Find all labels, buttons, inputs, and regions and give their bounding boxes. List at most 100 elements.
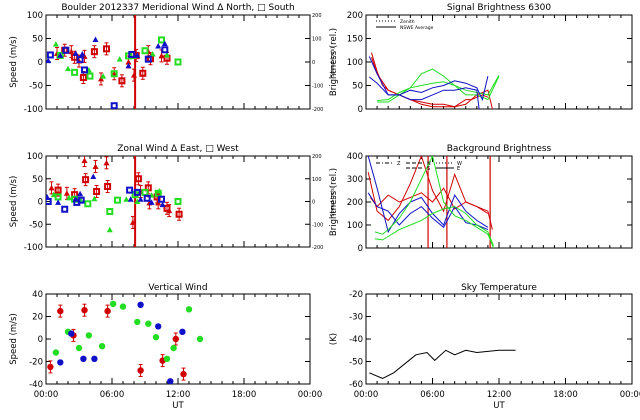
y-axis-label: Speed (m/s) bbox=[9, 313, 19, 365]
plot-area bbox=[369, 349, 516, 379]
data-point-green-square bbox=[141, 188, 149, 196]
data-point-blue-square bbox=[158, 195, 165, 203]
data-point-blue bbox=[80, 355, 87, 362]
data-point-red-triangle bbox=[131, 72, 137, 78]
data-point-green bbox=[145, 320, 152, 327]
legend-label: NSWE Average bbox=[400, 25, 434, 31]
x-tick-label: 12:00 bbox=[166, 390, 191, 400]
data-point-red bbox=[104, 307, 111, 315]
data-point-blue-square bbox=[81, 66, 88, 74]
y-tick-label: 100 bbox=[27, 11, 43, 21]
data-point-green bbox=[98, 343, 106, 350]
y-tick-label: -40 bbox=[29, 380, 43, 390]
y-tick-label-right: 100 bbox=[312, 37, 322, 43]
y-tick-label-right: 0 bbox=[312, 60, 315, 66]
data-point-red-triangle bbox=[166, 207, 173, 214]
data-point-blue bbox=[179, 328, 186, 335]
data-point-red bbox=[180, 370, 187, 378]
y-tick-label: -30 bbox=[349, 313, 363, 323]
data-point-red-triangle bbox=[92, 163, 99, 169]
x-tick-label: 00:00 bbox=[620, 390, 640, 400]
y-axis-label-right: Speed (m/s) bbox=[330, 47, 336, 77]
y-tick-label-right: -100 bbox=[312, 84, 323, 90]
data-point-blue bbox=[91, 355, 98, 362]
data-point-green-square bbox=[86, 72, 94, 80]
data-point-blue bbox=[68, 330, 75, 337]
y-tick-label: 50 bbox=[352, 82, 363, 92]
y-tick-label: 40 bbox=[32, 290, 43, 300]
data-point-green bbox=[119, 303, 127, 310]
data-point-red bbox=[172, 335, 179, 343]
y-tick-label: 0 bbox=[358, 105, 363, 115]
data-point-red-triangle bbox=[63, 190, 70, 196]
data-point-green-triangle bbox=[91, 195, 98, 202]
data-point-green bbox=[85, 332, 93, 339]
data-point-green bbox=[196, 335, 204, 343]
data-point-blue-square bbox=[133, 188, 141, 196]
chart-title: Vertical Wind bbox=[148, 283, 207, 293]
data-point-green-triangle bbox=[66, 194, 73, 201]
x-tick-label: 12:00 bbox=[487, 390, 512, 400]
data-point-red-square bbox=[54, 186, 62, 194]
y-axis-label: Speed (m/s) bbox=[9, 36, 19, 88]
data-point-green-square bbox=[141, 47, 149, 55]
data-point-red bbox=[137, 367, 144, 374]
data-point-blue-triangle bbox=[137, 196, 144, 202]
data-point-green bbox=[134, 318, 141, 326]
data-point-green-square bbox=[174, 58, 182, 66]
y-axis-label-right: Speed (m/s) bbox=[330, 186, 336, 216]
x-tick-label: 00:00 bbox=[34, 390, 59, 400]
data-point-blue-square bbox=[143, 194, 151, 202]
y-tick-label: 0 bbox=[38, 335, 43, 345]
data-point-green bbox=[75, 344, 83, 352]
data-point-green bbox=[185, 306, 193, 313]
y-tick-label-right: 0 bbox=[312, 200, 315, 206]
data-point-green-square bbox=[158, 36, 165, 44]
plot-area bbox=[368, 52, 500, 109]
data-point-red-triangle bbox=[48, 184, 55, 191]
data-point-blue-square bbox=[110, 102, 118, 109]
legend-label: Zenith bbox=[400, 19, 415, 25]
data-point-red-square bbox=[175, 210, 183, 218]
y-tick-label-right: -200 bbox=[312, 107, 323, 113]
data-point-green bbox=[109, 300, 117, 308]
data-point-green-square bbox=[174, 198, 182, 205]
chart-title: Sky Temperature bbox=[461, 283, 537, 293]
data-point-blue bbox=[57, 359, 64, 366]
data-point-blue bbox=[155, 323, 162, 330]
series-line-red-a bbox=[367, 156, 493, 230]
y-axis-label: Brightness (rel.) bbox=[329, 168, 339, 236]
data-point-green-triangle bbox=[149, 51, 156, 57]
plot-frame bbox=[365, 293, 633, 385]
plot-area bbox=[367, 156, 494, 248]
data-point-blue-square bbox=[144, 55, 152, 63]
data-point-red-square bbox=[103, 45, 110, 53]
data-point-green-triangle bbox=[52, 41, 59, 47]
y-tick-label: 400 bbox=[347, 152, 363, 162]
x-tick-label: 18:00 bbox=[232, 390, 257, 400]
legend-label: Z bbox=[397, 161, 401, 167]
series-line-green-a bbox=[377, 68, 500, 103]
data-point-red-square bbox=[104, 182, 112, 190]
data-point-green-triangle bbox=[164, 51, 170, 58]
plot-area bbox=[46, 15, 182, 109]
data-point-red-square bbox=[134, 175, 142, 183]
y-tick-label: -50 bbox=[29, 220, 43, 230]
data-point-green bbox=[52, 349, 60, 356]
y-tick-label: 100 bbox=[347, 221, 363, 231]
series-line-blue-b bbox=[367, 192, 489, 231]
plot-area bbox=[47, 300, 204, 384]
y-tick-label: -100 bbox=[24, 105, 43, 115]
y-tick-label: 150 bbox=[347, 35, 363, 45]
data-point-blue-triangle bbox=[159, 201, 166, 208]
y-tick-label: 20 bbox=[32, 313, 43, 323]
series-line-green-b bbox=[374, 206, 494, 246]
data-point-green-triangle bbox=[123, 196, 130, 202]
data-point-red-triangle bbox=[68, 48, 75, 55]
series-line-green-b bbox=[377, 74, 500, 101]
series-line-blue-b bbox=[368, 76, 480, 109]
data-point-green-square bbox=[71, 68, 79, 76]
data-point-blue-square bbox=[77, 196, 85, 204]
